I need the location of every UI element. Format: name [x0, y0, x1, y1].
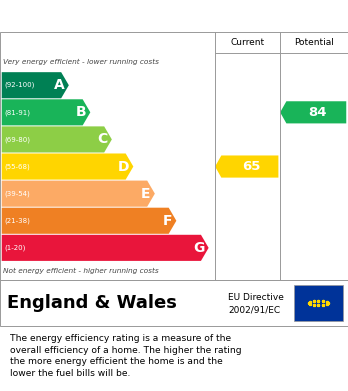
Polygon shape: [2, 181, 155, 207]
Text: (39-54): (39-54): [4, 190, 30, 197]
Polygon shape: [2, 235, 208, 261]
Polygon shape: [2, 72, 69, 98]
Text: (81-91): (81-91): [4, 109, 30, 116]
Text: (55-68): (55-68): [4, 163, 30, 170]
Text: 2002/91/EC: 2002/91/EC: [228, 305, 280, 314]
Text: The energy efficiency rating is a measure of the
overall efficiency of a home. T: The energy efficiency rating is a measur…: [10, 334, 242, 378]
Text: Very energy efficient - lower running costs: Very energy efficient - lower running co…: [3, 59, 159, 65]
Text: England & Wales: England & Wales: [7, 294, 177, 312]
Text: (1-20): (1-20): [4, 245, 25, 251]
Text: Not energy efficient - higher running costs: Not energy efficient - higher running co…: [3, 268, 159, 274]
Text: (69-80): (69-80): [4, 136, 30, 143]
Text: C: C: [97, 133, 108, 147]
Text: B: B: [76, 105, 86, 119]
Text: 84: 84: [308, 106, 327, 119]
Polygon shape: [2, 99, 90, 126]
Text: D: D: [118, 160, 129, 174]
Polygon shape: [2, 154, 133, 179]
Text: E: E: [141, 187, 151, 201]
Text: 65: 65: [242, 160, 260, 173]
Polygon shape: [280, 101, 346, 124]
Polygon shape: [2, 208, 176, 234]
Text: Current: Current: [230, 38, 265, 47]
Text: A: A: [54, 78, 65, 92]
Text: F: F: [163, 214, 172, 228]
Bar: [294, 285, 343, 321]
Text: Energy Efficiency Rating: Energy Efficiency Rating: [10, 9, 220, 23]
Text: G: G: [193, 241, 204, 255]
Text: Potential: Potential: [294, 38, 334, 47]
Text: (21-38): (21-38): [4, 217, 30, 224]
Text: (92-100): (92-100): [4, 82, 34, 88]
Text: EU Directive: EU Directive: [228, 293, 284, 302]
Polygon shape: [2, 126, 112, 152]
Polygon shape: [215, 156, 278, 178]
